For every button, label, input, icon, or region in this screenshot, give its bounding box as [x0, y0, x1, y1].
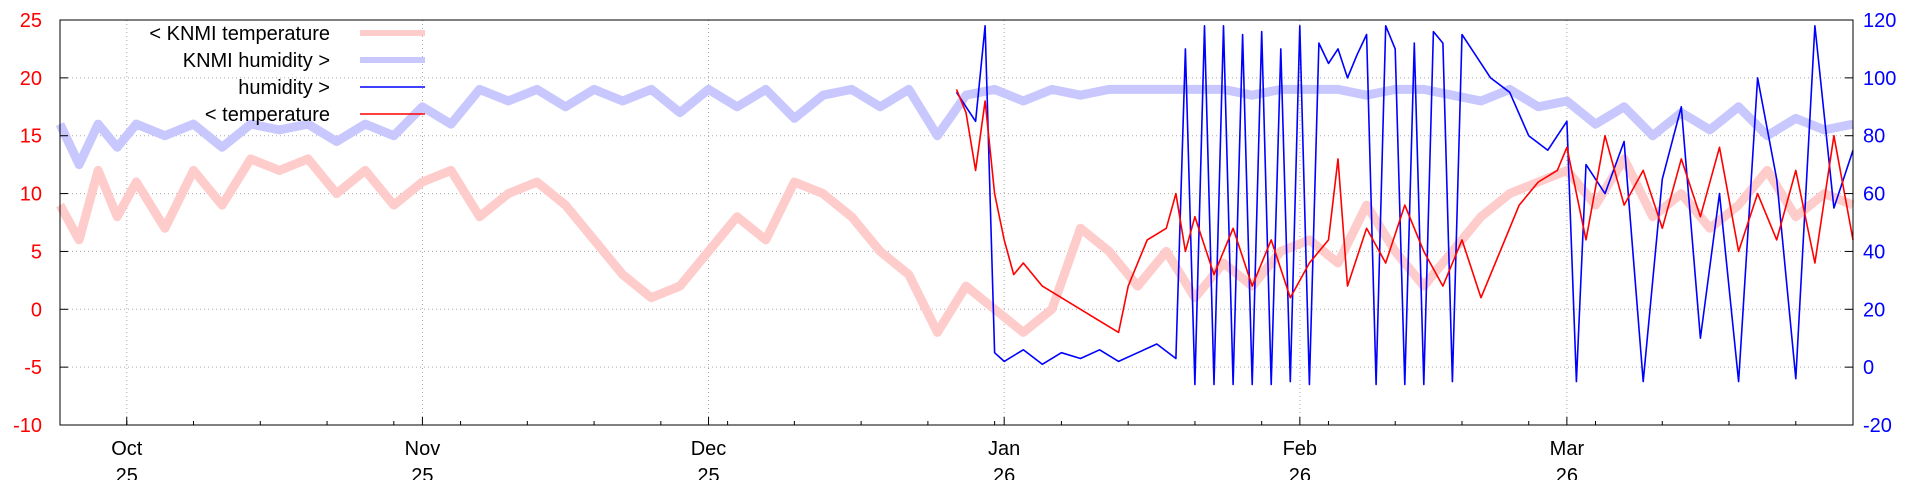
left-axis-tick-label: -5	[24, 357, 42, 379]
plot-frame	[59, 19, 1854, 426]
series-group	[55, 24, 1855, 386]
legend-label-3: humidity >	[238, 77, 330, 99]
left-axis-tick-label: 5	[31, 241, 42, 263]
series-line-2	[55, 84, 1854, 170]
legend-label-4: < temperature	[205, 104, 330, 126]
x-axis-year-label: 25	[116, 465, 138, 480]
right-axis-tick-label: 0	[1863, 357, 1874, 379]
right-axis-tick-label: 40	[1863, 241, 1885, 263]
left-axis-tick-label: 25	[20, 10, 42, 32]
left-axis-tick-label: 20	[20, 68, 42, 90]
x-axis-year-label: 26	[1556, 465, 1578, 480]
x-axis-month-label: Feb	[1283, 438, 1317, 460]
right-axis-tick-label: 20	[1863, 299, 1885, 321]
legend-label-2: KNMI humidity >	[183, 50, 330, 72]
right-axis-tick-label: 80	[1863, 126, 1885, 148]
series-line-4	[955, 89, 1854, 334]
left-axis-tick-label: 0	[31, 299, 42, 321]
x-axis-year-label: 25	[411, 465, 433, 480]
x-axis-year-label: 26	[1289, 465, 1311, 480]
left-axis-tick-label: 10	[20, 184, 42, 206]
x-axis-month-label: Jan	[988, 438, 1020, 460]
x-axis-month-label: Mar	[1550, 438, 1585, 460]
legend-label-1: < KNMI temperature	[149, 23, 330, 45]
x-axis-year-label: 25	[697, 465, 719, 480]
x-axis-year-label: 26	[993, 465, 1015, 480]
series-line-1	[56, 154, 1855, 337]
legend: < KNMI temperature KNMI humidity > humidit…	[149, 23, 425, 126]
right-axis-tick-label: 100	[1863, 68, 1896, 90]
left-axis-tick-label: 15	[20, 126, 42, 148]
right-axis-tick-label: -20	[1863, 415, 1892, 437]
left-axis-tick-label: -10	[13, 415, 42, 437]
x-axis-month-label: Dec	[691, 438, 727, 460]
series-line-3	[955, 24, 1854, 386]
axes: -10 -5 0 5 10 15 20 25 -20 0 20 40 60 80 100 120 Oct 25 No…	[13, 10, 1896, 480]
right-axis-tick-label: 120	[1863, 10, 1896, 32]
x-axis-month-label: Nov	[405, 438, 441, 460]
right-axis-tick-label: 60	[1863, 184, 1885, 206]
x-axis-month-label: Oct	[111, 438, 143, 460]
